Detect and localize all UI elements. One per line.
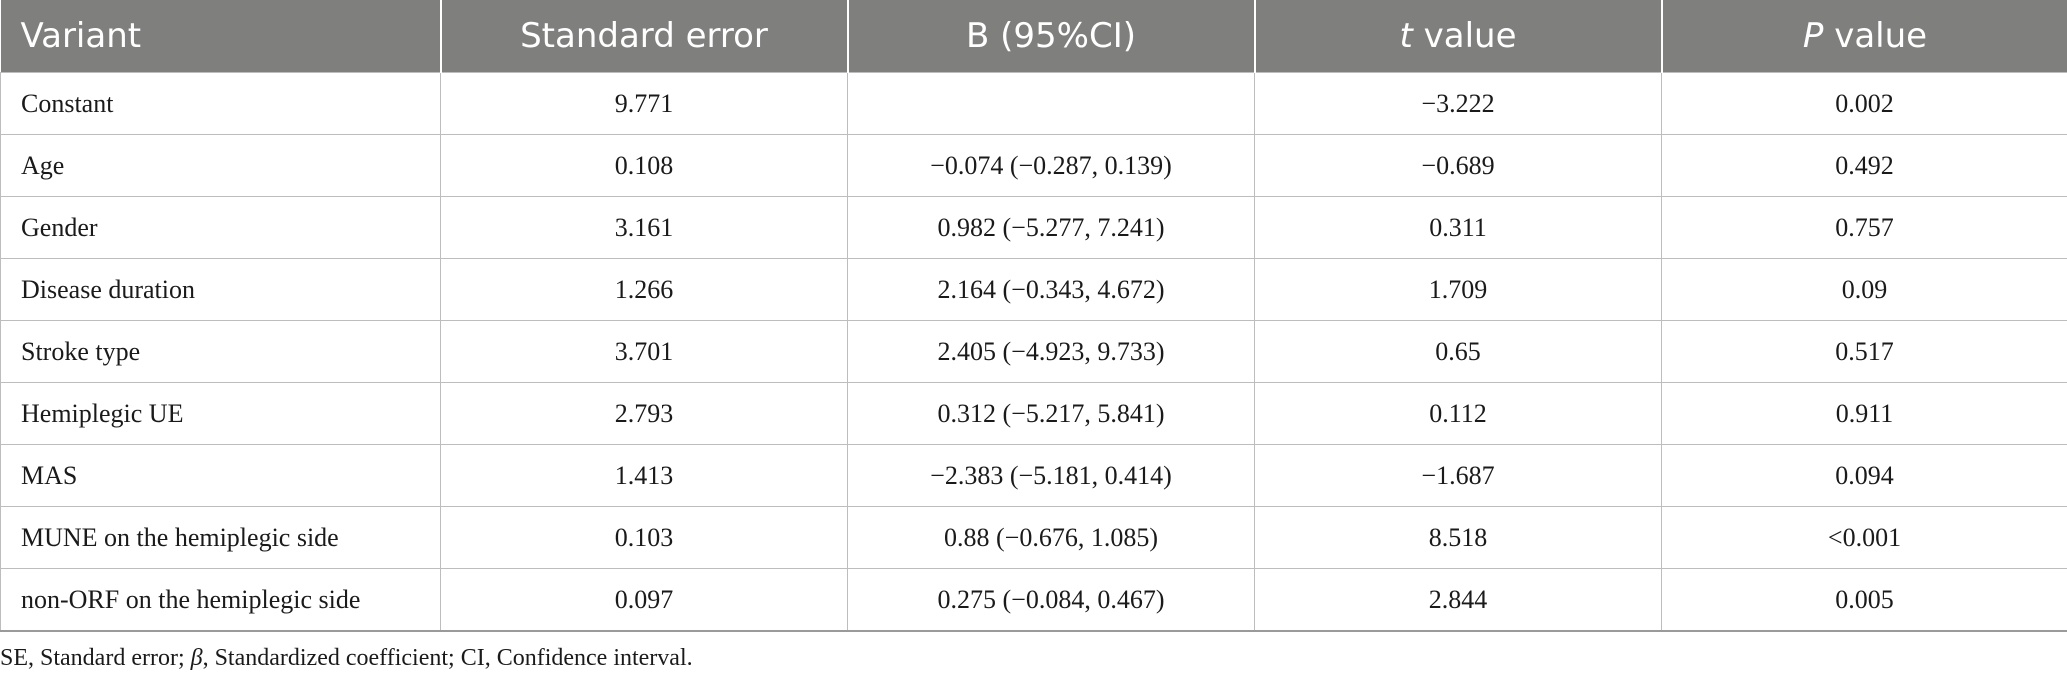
footnote-text-start: SE, Standard error;: [0, 645, 191, 671]
table-body: Constant 9.771 −3.222 0.002 Age 0.108 −0…: [0, 72, 2067, 632]
cell-standard-error: 2.793: [440, 382, 848, 445]
table-row: Hemiplegic UE 2.793 0.312 (−5.217, 5.841…: [0, 382, 2067, 445]
header-p-label: value: [1823, 16, 1928, 56]
cell-variant: Age: [0, 134, 441, 197]
cell-variant: MAS: [0, 444, 441, 507]
table-row: Disease duration 1.266 2.164 (−0.343, 4.…: [0, 258, 2067, 321]
cell-standard-error: 0.103: [440, 506, 848, 569]
table-row: MUNE on the hemiplegic side 0.103 0.88 (…: [0, 506, 2067, 569]
cell-standard-error: 3.161: [440, 196, 848, 259]
regression-table-container: Variant Standard error B (95%CI) t value…: [0, 0, 2067, 632]
cell-b-ci: −2.383 (−5.181, 0.414): [847, 444, 1255, 507]
header-variant: Variant: [0, 0, 441, 73]
cell-variant: non-ORF on the hemiplegic side: [0, 568, 441, 632]
cell-b-ci: 0.275 (−0.084, 0.467): [847, 568, 1255, 632]
table-header: Variant Standard error B (95%CI) t value…: [0, 0, 2067, 73]
cell-variant: Constant: [0, 72, 441, 135]
footnote-text-end: , Standardized coefficient; CI, Confiden…: [202, 645, 693, 671]
cell-p-value: 0.517: [1661, 320, 2067, 383]
table-row: Constant 9.771 −3.222 0.002: [0, 72, 2067, 135]
cell-standard-error: 0.108: [440, 134, 848, 197]
cell-b-ci: 2.405 (−4.923, 9.733): [847, 320, 1255, 383]
table-row: non-ORF on the hemiplegic side 0.097 0.2…: [0, 568, 2067, 632]
header-p-value: P value: [1660, 0, 2067, 73]
cell-t-value: 2.844: [1254, 568, 1662, 632]
table-row: Age 0.108 −0.074 (−0.287, 0.139) −0.689 …: [0, 134, 2067, 197]
header-t-value: t value: [1253, 0, 1662, 73]
cell-variant: Gender: [0, 196, 441, 259]
cell-standard-error: 9.771: [440, 72, 848, 135]
cell-t-value: 1.709: [1254, 258, 1662, 321]
table-row: Stroke type 3.701 2.405 (−4.923, 9.733) …: [0, 320, 2067, 383]
header-b-ci: B (95%CI): [846, 0, 1255, 73]
cell-variant: Hemiplegic UE: [0, 382, 441, 445]
cell-standard-error: 0.097: [440, 568, 848, 632]
cell-variant: Disease duration: [0, 258, 441, 321]
table-row: MAS 1.413 −2.383 (−5.181, 0.414) −1.687 …: [0, 444, 2067, 507]
cell-p-value: 0.09: [1661, 258, 2067, 321]
cell-standard-error: 3.701: [440, 320, 848, 383]
regression-table: Variant Standard error B (95%CI) t value…: [0, 0, 2067, 632]
cell-b-ci: 0.88 (−0.676, 1.085): [847, 506, 1255, 569]
cell-p-value: <0.001: [1661, 506, 2067, 569]
cell-standard-error: 1.413: [440, 444, 848, 507]
cell-b-ci: [847, 72, 1255, 135]
cell-p-value: 0.757: [1661, 196, 2067, 259]
cell-t-value: −0.689: [1254, 134, 1662, 197]
footnote-beta-symbol: β: [190, 645, 203, 671]
cell-t-value: −1.687: [1254, 444, 1662, 507]
cell-standard-error: 1.266: [440, 258, 848, 321]
cell-variant: Stroke type: [0, 320, 441, 383]
header-row: Variant Standard error B (95%CI) t value…: [0, 0, 2067, 73]
cell-b-ci: 0.312 (−5.217, 5.841): [847, 382, 1255, 445]
cell-p-value: 0.094: [1661, 444, 2067, 507]
table-row: Gender 3.161 0.982 (−5.277, 7.241) 0.311…: [0, 196, 2067, 259]
table-footnote: SE, Standard error; β, Standardized coef…: [0, 645, 693, 672]
header-t-label: value: [1412, 16, 1517, 56]
header-p-symbol: P: [1802, 16, 1824, 56]
cell-t-value: 8.518: [1254, 506, 1662, 569]
cell-t-value: −3.222: [1254, 72, 1662, 135]
cell-t-value: 0.311: [1254, 196, 1662, 259]
header-standard-error: Standard error: [439, 0, 848, 73]
cell-t-value: 0.65: [1254, 320, 1662, 383]
cell-b-ci: 0.982 (−5.277, 7.241): [847, 196, 1255, 259]
header-t-symbol: t: [1399, 16, 1413, 56]
cell-b-ci: 2.164 (−0.343, 4.672): [847, 258, 1255, 321]
cell-p-value: 0.005: [1661, 568, 2067, 632]
cell-variant: MUNE on the hemiplegic side: [0, 506, 441, 569]
cell-t-value: 0.112: [1254, 382, 1662, 445]
cell-p-value: 0.911: [1661, 382, 2067, 445]
cell-b-ci: −0.074 (−0.287, 0.139): [847, 134, 1255, 197]
cell-p-value: 0.002: [1661, 72, 2067, 135]
cell-p-value: 0.492: [1661, 134, 2067, 197]
